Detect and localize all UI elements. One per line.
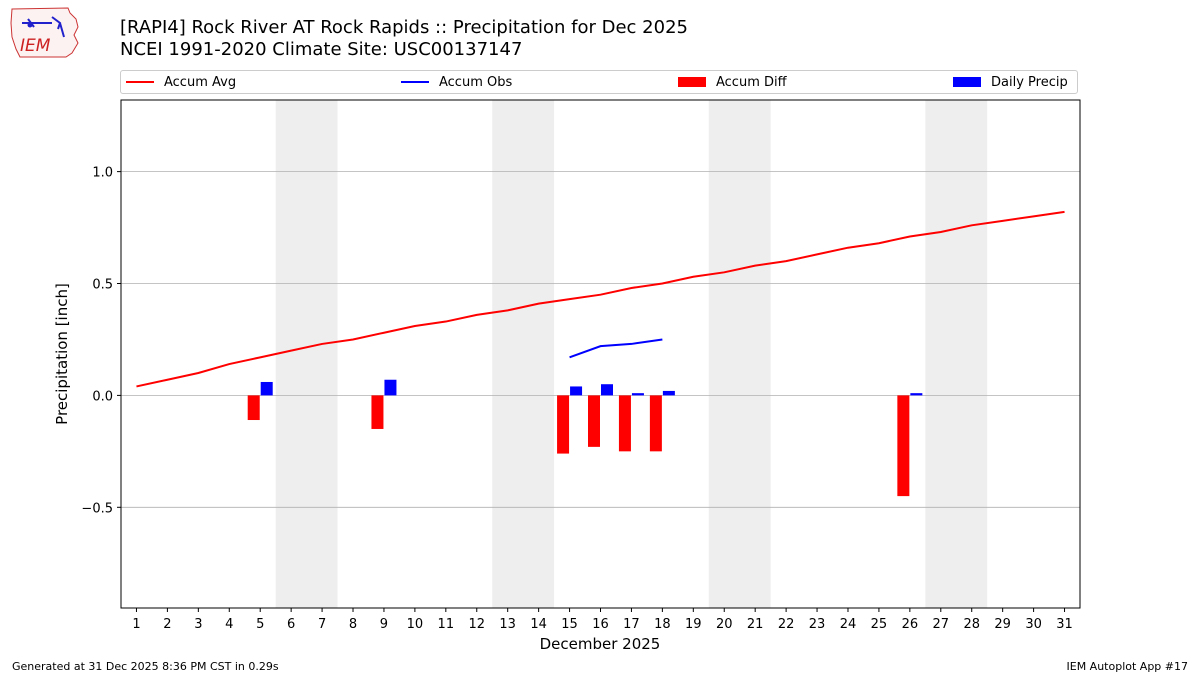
x-tick-label: 2 <box>163 617 171 632</box>
x-tick-label: 26 <box>902 617 919 632</box>
x-tick-label: 8 <box>349 617 357 632</box>
x-tick-label: 3 <box>194 617 202 632</box>
legend-swatch-daily <box>953 77 981 87</box>
title-line-2: NCEI 1991-2020 Climate Site: USC00137147 <box>120 39 523 60</box>
legend: Accum Avg Accum Obs Accum Diff Daily Pre… <box>120 70 1078 94</box>
weekend-band-4 <box>925 100 988 608</box>
x-tick-label: 5 <box>256 617 264 632</box>
x-tick-label: 6 <box>287 617 295 632</box>
x-tick-label: 30 <box>1025 617 1042 632</box>
x-axis-ticks: 1 2 3 4 5 6 7 8 9 10 11 12 13 14 15 16 17 18 19 20 21 22 23 24 2… <box>132 608 1073 632</box>
x-tick-label: 16 <box>592 617 609 632</box>
x-tick-label: 10 <box>407 617 424 632</box>
y-tick-label: 1.0 <box>92 166 113 181</box>
x-tick-label: 13 <box>499 617 516 632</box>
accum-diff-bar-day-5 <box>247 395 260 421</box>
accum-diff-bar-day-26 <box>897 395 910 497</box>
footer-generated: Generated at 31 Dec 2025 8:36 PM CST in … <box>12 660 279 673</box>
x-tick-label: 11 <box>438 617 455 632</box>
daily-precip-bar-day-9 <box>384 379 397 396</box>
y-tick-label: −0.5 <box>81 501 113 516</box>
legend-swatch-obs <box>401 81 429 83</box>
weekend-band-1 <box>275 100 338 608</box>
x-tick-label: 7 <box>318 617 326 632</box>
line-series <box>136 210 1065 388</box>
daily-precip-bar-day-26 <box>910 393 923 396</box>
x-axis-label: December 2025 <box>540 635 661 653</box>
x-tick-label: 25 <box>871 617 888 632</box>
weekend-band-3 <box>708 100 771 608</box>
accum-diff-bar-day-18 <box>649 395 662 452</box>
weekend-band-2 <box>492 100 555 608</box>
x-tick-label: 28 <box>963 617 980 632</box>
y-axis-label: Precipitation [inch] <box>53 283 71 425</box>
legend-accum-avg: Accum Avg <box>126 71 236 93</box>
iem-logo: IEM <box>10 7 79 58</box>
x-tick-label: 17 <box>623 617 640 632</box>
accum-diff-bar-day-16 <box>588 395 600 447</box>
accum-diff-bar-day-9 <box>371 395 384 429</box>
legend-swatch-diff <box>678 77 706 87</box>
legend-daily-precip: Daily Precip <box>953 71 1068 93</box>
x-tick-label: 22 <box>778 617 795 632</box>
x-tick-label: 15 <box>561 617 578 632</box>
x-tick-label: 12 <box>468 617 485 632</box>
daily-precip-bar-day-5 <box>260 381 273 396</box>
legend-swatch-avg <box>126 81 154 83</box>
y-axis-ticks: −0.5 0.0 0.5 1.0 <box>81 166 121 516</box>
bar-series <box>247 379 923 497</box>
legend-accum-diff: Accum Diff <box>678 71 787 93</box>
daily-precip-bar-day-15 <box>570 386 583 396</box>
legend-label-diff: Accum Diff <box>716 74 787 90</box>
accum-diff-bar-day-15 <box>557 395 570 454</box>
x-tick-label: 14 <box>530 617 547 632</box>
legend-label-obs: Accum Obs <box>439 74 513 90</box>
legend-label-daily: Daily Precip <box>991 74 1068 90</box>
footer-app: IEM Autoplot App #17 <box>1066 660 1189 673</box>
weekend-shading <box>275 100 988 608</box>
accum-diff-bar-day-17 <box>618 395 631 452</box>
y-tick-label: 0.0 <box>92 389 113 404</box>
accum-obs-line <box>569 338 663 359</box>
daily-precip-bar-day-18 <box>662 390 675 396</box>
x-tick-label: 21 <box>747 617 764 632</box>
legend-accum-obs: Accum Obs <box>401 71 512 93</box>
x-tick-label: 23 <box>809 617 826 632</box>
chart-title: [RAPI4] Rock River AT Rock Rapids :: Pre… <box>120 17 688 61</box>
x-tick-label: 20 <box>716 617 733 632</box>
x-tick-label: 19 <box>685 617 702 632</box>
legend-label-avg: Accum Avg <box>164 74 237 90</box>
daily-precip-bar-day-17 <box>631 393 644 396</box>
x-tick-label: 27 <box>933 617 950 632</box>
y-tick-label: 0.5 <box>92 278 113 293</box>
x-tick-label: 18 <box>654 617 671 632</box>
x-tick-label: 24 <box>840 617 857 632</box>
daily-precip-bar-day-16 <box>601 384 613 396</box>
x-tick-label: 4 <box>225 617 233 632</box>
logo-text: IEM <box>20 36 51 56</box>
accum-avg-line <box>136 210 1065 388</box>
x-tick-label: 29 <box>994 617 1011 632</box>
x-tick-label: 1 <box>132 617 140 632</box>
x-tick-label: 9 <box>380 617 388 632</box>
x-tick-label: 31 <box>1056 617 1073 632</box>
title-line-1: [RAPI4] Rock River AT Rock Rapids :: Pre… <box>120 17 688 38</box>
